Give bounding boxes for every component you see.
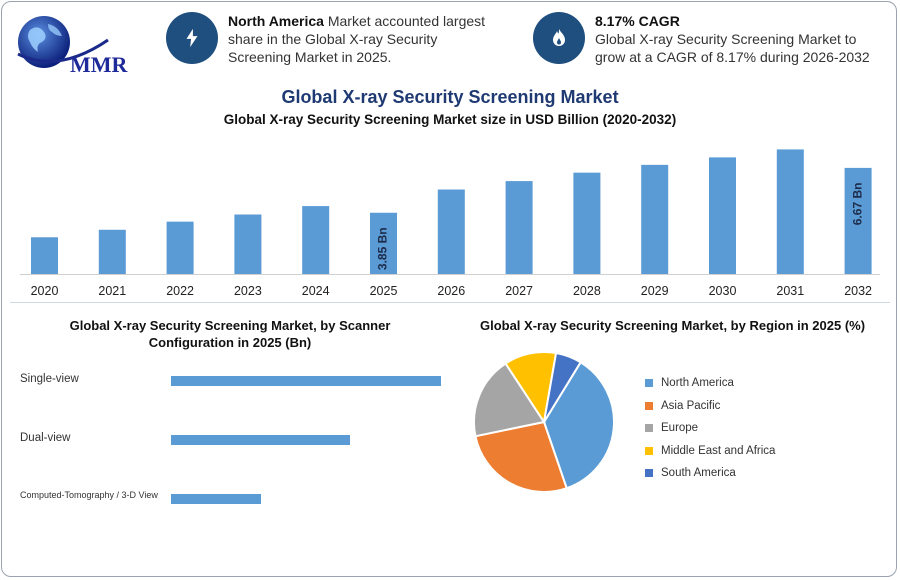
legend-item: Middle East and Africa bbox=[645, 440, 775, 463]
legend-label: South America bbox=[661, 467, 736, 480]
logo-text: MMR bbox=[70, 52, 129, 76]
x-tick-label: 2026 bbox=[437, 284, 465, 298]
x-tick-label: 2025 bbox=[370, 284, 398, 298]
bar-2023 bbox=[234, 214, 262, 274]
info-cagr: 8.17% CAGR Global X-ray Security Screeni… bbox=[533, 12, 870, 66]
legend-label: Asia Pacific bbox=[661, 399, 721, 412]
x-tick-label: 2032 bbox=[844, 284, 872, 298]
config-label: Computed-Tomography / 3-D View bbox=[20, 490, 158, 500]
pie-slice bbox=[543, 351, 582, 423]
page-title: Global X-ray Security Screening Market bbox=[281, 87, 619, 107]
legend-item: Europe bbox=[645, 417, 775, 440]
bar-value-label: 3.85 Bn bbox=[376, 227, 390, 270]
config-bar bbox=[171, 435, 350, 445]
bar-2032 bbox=[844, 167, 872, 274]
config-bar bbox=[171, 376, 441, 386]
flame-icon bbox=[533, 12, 585, 64]
info-right-text: Global X-ray Security Screening Market t… bbox=[595, 31, 870, 65]
legend-swatch bbox=[645, 469, 653, 478]
bar-2028 bbox=[573, 172, 601, 274]
market-size-bar-chart: 2020 2021 2022 2023 2024 2025 3.85 Bn 2026 2027 2… bbox=[20, 149, 880, 298]
info-north-america: North America Market accounted largest s… bbox=[166, 12, 503, 66]
bar-2026 bbox=[437, 189, 465, 274]
pie-legend: North America Asia Pacific Europe Middle Ea… bbox=[645, 372, 775, 485]
config-chart-title: Global X-ray Security Screening Market, … bbox=[69, 318, 391, 350]
config-label: Single-view bbox=[20, 373, 79, 385]
x-tick-label: 2022 bbox=[166, 284, 194, 298]
config-label: Dual-view bbox=[20, 432, 71, 444]
legend-swatch bbox=[645, 446, 653, 455]
lightning-icon bbox=[166, 12, 218, 64]
config-bar bbox=[171, 494, 261, 504]
pie-slice bbox=[473, 362, 546, 438]
x-tick-label: 2020 bbox=[31, 284, 59, 298]
info-left-bold: North America bbox=[228, 13, 324, 29]
legend-swatch bbox=[645, 424, 653, 433]
x-tick-label: 2023 bbox=[234, 284, 262, 298]
bar-2027 bbox=[505, 181, 533, 274]
mmr-logo: MMR bbox=[14, 14, 144, 77]
bar-chart-title: Global X-ray Security Screening Market s… bbox=[223, 112, 677, 127]
section-divider bbox=[10, 302, 890, 303]
bar-2022 bbox=[166, 221, 194, 274]
legend-swatch bbox=[645, 379, 653, 388]
pie-slice bbox=[474, 420, 568, 493]
legend-item: North America bbox=[645, 372, 775, 395]
legend-label: Europe bbox=[661, 422, 699, 435]
legend-swatch bbox=[645, 401, 653, 410]
x-tick-label: 2028 bbox=[573, 284, 601, 298]
legend-label: North America bbox=[661, 377, 734, 390]
x-tick-label: 2030 bbox=[709, 284, 737, 298]
x-tick-label: 2021 bbox=[98, 284, 126, 298]
bar-2030 bbox=[709, 157, 736, 274]
bar-2029 bbox=[641, 164, 669, 274]
x-tick-label: 2024 bbox=[302, 284, 330, 298]
x-tick-label: 2031 bbox=[776, 284, 804, 298]
legend-label: Middle East and Africa bbox=[661, 444, 776, 457]
bar-value-label: 6.67 Bn bbox=[850, 183, 864, 226]
region-chart-title: Global X-ray Security Screening Market, … bbox=[479, 318, 866, 333]
bar-2021 bbox=[98, 229, 126, 274]
x-tick-label: 2029 bbox=[641, 284, 669, 298]
x-tick-label: 2027 bbox=[505, 284, 533, 298]
bar-2024 bbox=[302, 206, 330, 274]
info-right-bold: 8.17% CAGR bbox=[595, 13, 680, 29]
legend-item: Asia Pacific bbox=[645, 395, 775, 418]
bar-2031 bbox=[776, 149, 804, 274]
region-pie-chart bbox=[473, 351, 615, 493]
legend-item: South America bbox=[645, 462, 775, 485]
bar-2020 bbox=[31, 237, 58, 274]
info-left-text: Market accounted largest share in the Gl… bbox=[228, 13, 486, 65]
bar-2025 bbox=[370, 212, 397, 274]
